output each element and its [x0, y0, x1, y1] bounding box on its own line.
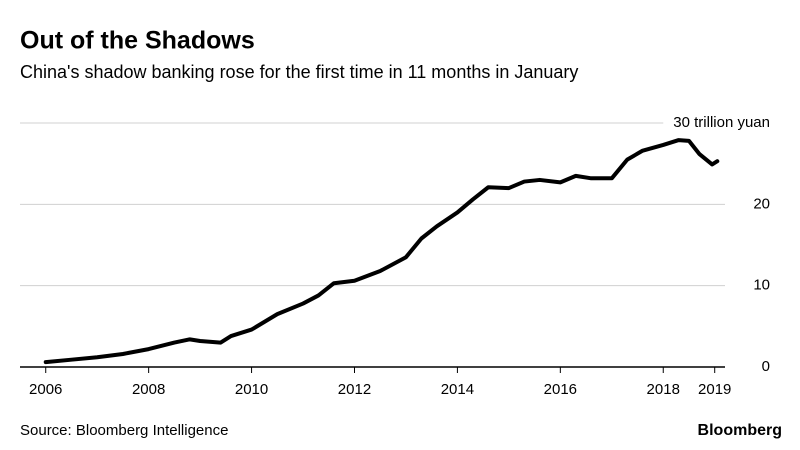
x-tick-label: 2016: [544, 381, 577, 398]
chart-title: Out of the Shadows: [20, 27, 255, 55]
y-tick-label: 10: [753, 277, 770, 294]
x-tick-label: 2018: [647, 381, 680, 398]
x-tick-label: 2012: [338, 381, 371, 398]
y-tick-label: 30 trillion yuan: [673, 114, 770, 131]
credit: Bloomberg: [698, 422, 782, 439]
x-tick-label: 2008: [132, 381, 165, 398]
y-tick-label: 0: [762, 358, 770, 375]
x-tick-label: 2006: [29, 381, 62, 398]
x-tick-label: 2010: [235, 381, 268, 398]
x-tick-label: 2014: [441, 381, 474, 398]
source: Source: Bloomberg Intelligence: [20, 422, 228, 439]
data-line: [43, 138, 720, 365]
y-tick-label: 20: [753, 195, 770, 212]
x-tick-label: 2019: [698, 381, 731, 398]
chart-subtitle: China's shadow banking rose for the firs…: [20, 62, 578, 82]
